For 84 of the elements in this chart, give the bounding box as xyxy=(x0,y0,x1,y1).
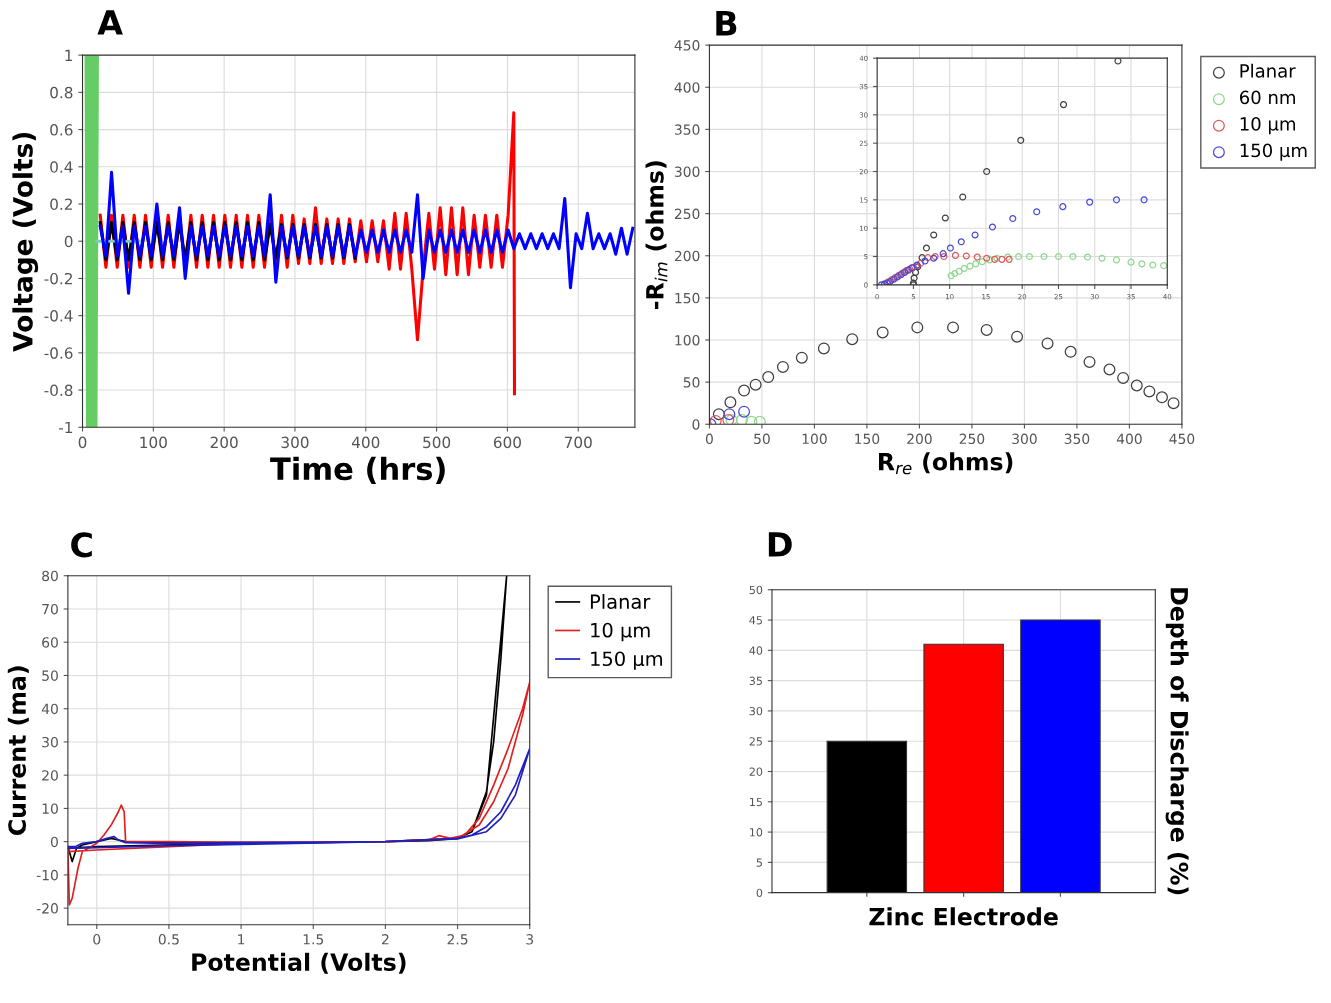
chart-title: C xyxy=(71,532,92,558)
y-tick-label: 60 xyxy=(42,637,58,648)
x-tick-label: 250 xyxy=(959,433,985,445)
x-axis-title: Zinc Electrode xyxy=(869,907,1058,926)
x-tick-label: 450 xyxy=(1169,433,1195,445)
chart-title: B xyxy=(716,11,737,36)
y-axis-title: Depth of Discharge (%) xyxy=(1165,588,1189,895)
legend-label: Planar xyxy=(1240,63,1296,78)
y-axis-title: -R$_{im}$ (ohms) xyxy=(645,161,668,309)
x-tick-label: 2 xyxy=(382,934,389,945)
y-axis-title: Voltage (Volts) xyxy=(12,132,39,352)
y-tick-label: -1 xyxy=(59,421,73,434)
x-tick-label: 500 xyxy=(423,436,451,449)
y-tick-label: 15 xyxy=(750,797,762,807)
y-tick-label: 450 xyxy=(674,40,700,51)
x-tick-label: 700 xyxy=(564,436,592,449)
y-tick-label: 5 xyxy=(756,858,762,867)
chart-title: D xyxy=(768,532,792,557)
y-tick-label: 45 xyxy=(749,616,762,625)
y-tick-label: 300 xyxy=(674,166,700,177)
y-tick-label: 40 xyxy=(749,646,763,655)
y-tick-label: 0.2 xyxy=(50,198,72,211)
x-tick-label: 400 xyxy=(1116,433,1142,445)
y-tick-label: 1 xyxy=(65,49,73,61)
y-tick-label: 70 xyxy=(42,603,58,615)
x-tick-label: 2.5 xyxy=(447,934,468,945)
y-tick-label: 0 xyxy=(692,419,700,430)
x-axis-title: Time (hrs) xyxy=(270,456,445,484)
x-tick-label: 0 xyxy=(705,433,713,445)
y-tick-label: 100 xyxy=(675,334,700,346)
y-tick-label: 250 xyxy=(674,208,700,220)
y-tick-label: 200 xyxy=(674,250,700,262)
y-tick-label: -0.2 xyxy=(44,272,72,285)
legend-label: 10 µm xyxy=(591,622,650,642)
y-tick-label: 0.6 xyxy=(50,124,73,136)
x-tick-label: 200 xyxy=(907,433,932,445)
legend-label: Planar xyxy=(590,593,651,610)
x-tick-label: 0 xyxy=(78,436,87,449)
y-tick-label: -10 xyxy=(36,869,58,881)
x-tick-label: 350 xyxy=(1064,433,1090,445)
y-tick-label: 0 xyxy=(64,235,73,248)
y-tick-label: -20 xyxy=(36,903,58,914)
y-tick-label: 0 xyxy=(50,836,58,848)
y-tick-label: -0.6 xyxy=(44,347,73,359)
chart-title: A xyxy=(97,10,123,35)
legend-label: 60 nm xyxy=(1240,90,1295,105)
x-tick-label: 600 xyxy=(493,436,521,449)
y-tick-label: 80 xyxy=(42,570,58,582)
y-tick-label: 0 xyxy=(756,888,763,898)
x-tick-label: 100 xyxy=(140,436,167,449)
y-tick-label: -0.8 xyxy=(44,384,73,397)
y-tick-label: 25 xyxy=(749,737,762,746)
legend-label: 10 µm xyxy=(1240,117,1295,135)
y-tick-label: 30 xyxy=(749,706,763,716)
y-tick-label: 50 xyxy=(749,585,763,595)
legend-label: 150 µm xyxy=(591,651,662,670)
y-tick-label: 30 xyxy=(42,736,58,748)
y-tick-label: 10 xyxy=(750,828,763,837)
y-tick-label: 400 xyxy=(674,82,700,93)
x-axis-title: R$_{re}$ (ohms) xyxy=(879,452,1013,475)
legend-label: 150 µm xyxy=(1240,143,1307,161)
x-tick-label: 300 xyxy=(1012,433,1037,445)
y-tick-label: 35 xyxy=(749,676,762,686)
y-tick-label: 40 xyxy=(41,703,58,715)
y-axis-title: Current (ma) xyxy=(7,666,29,835)
y-tick-label: 10 xyxy=(42,803,58,814)
y-tick-label: 350 xyxy=(674,124,700,135)
x-tick-label: 0.5 xyxy=(158,934,179,945)
x-tick-label: 1 xyxy=(238,934,245,945)
y-tick-label: 50 xyxy=(42,670,58,681)
x-tick-label: 300 xyxy=(281,436,309,449)
x-tick-label: 1.5 xyxy=(303,934,324,945)
y-tick-label: 0.8 xyxy=(50,86,73,99)
x-tick-label: 100 xyxy=(802,433,827,445)
x-tick-label: 0 xyxy=(93,934,101,945)
y-tick-label: -0.4 xyxy=(44,310,73,322)
y-tick-label: 50 xyxy=(683,377,700,388)
y-tick-label: 20 xyxy=(42,770,58,781)
y-tick-label: 20 xyxy=(749,767,763,776)
x-tick-label: 3 xyxy=(526,934,534,945)
x-tick-label: 400 xyxy=(351,436,380,449)
x-axis-title: Potential (Volts) xyxy=(192,952,406,974)
x-tick-label: 200 xyxy=(210,436,238,449)
y-tick-label: 0.4 xyxy=(50,161,73,173)
